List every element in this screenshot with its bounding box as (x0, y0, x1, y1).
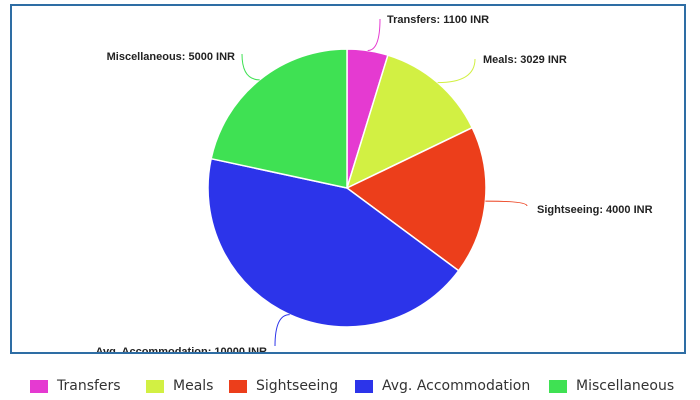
legend-label-avg-accommodation: Avg. Accommodation (382, 378, 531, 394)
connector-transfers (367, 18, 381, 52)
connector-miscellaneous (241, 53, 260, 81)
pie-chart: Transfers: 1100 INR Meals: 3029 INR Sights… (95, 14, 653, 352)
legend-swatch-miscellaneous (549, 379, 567, 393)
legend-item-sightseeing[interactable]: Sightseeing (229, 374, 338, 398)
legend-label-sightseeing: Sightseeing (256, 378, 339, 394)
slice-label-sightseeing: Sightseeing: 4000 INR (537, 204, 653, 216)
legend-label-miscellaneous: Miscellaneous (576, 378, 675, 394)
connector-avg-accommodation (274, 314, 290, 347)
legend-item-avg-accommodation[interactable]: Avg. Accommodation (355, 374, 530, 398)
pie-slice-sightseeing[interactable] (345, 126, 487, 272)
legend-swatch-sightseeing (229, 379, 247, 393)
legend-item-transfers[interactable]: Transfers (30, 374, 121, 398)
pie-slice-miscellaneous[interactable] (210, 48, 348, 189)
slice-label-miscellaneous: Miscellaneous: 5000 INR (107, 51, 235, 63)
chart-frame: Transfers: 1100 INR Meals: 3029 INR Sights… (10, 4, 686, 354)
slice-label-avg-accommodation: Avg. Accommodation: 10000 INR (95, 346, 267, 352)
pie-slice-avg-accommodation[interactable] (207, 157, 460, 328)
legend-item-meals[interactable]: Meals (146, 374, 213, 398)
pie-slice-meals[interactable] (345, 54, 474, 190)
legend-label-transfers: Transfers (57, 378, 121, 394)
slice-label-transfers: Transfers: 1100 INR (387, 14, 489, 26)
slice-label-meals: Meals: 3029 INR (483, 54, 567, 66)
legend-label-meals: Meals (173, 378, 214, 394)
legend-swatch-transfers (30, 379, 48, 393)
legend-swatch-avg-accommodation (355, 379, 373, 393)
legend-item-miscellaneous[interactable]: Miscellaneous (549, 374, 674, 398)
legend-swatch-meals (146, 379, 164, 393)
legend: Transfers Meals Sightseeing Avg. Accommo… (0, 374, 700, 398)
connector-meals (437, 58, 476, 84)
connector-sightseeing (485, 200, 528, 207)
